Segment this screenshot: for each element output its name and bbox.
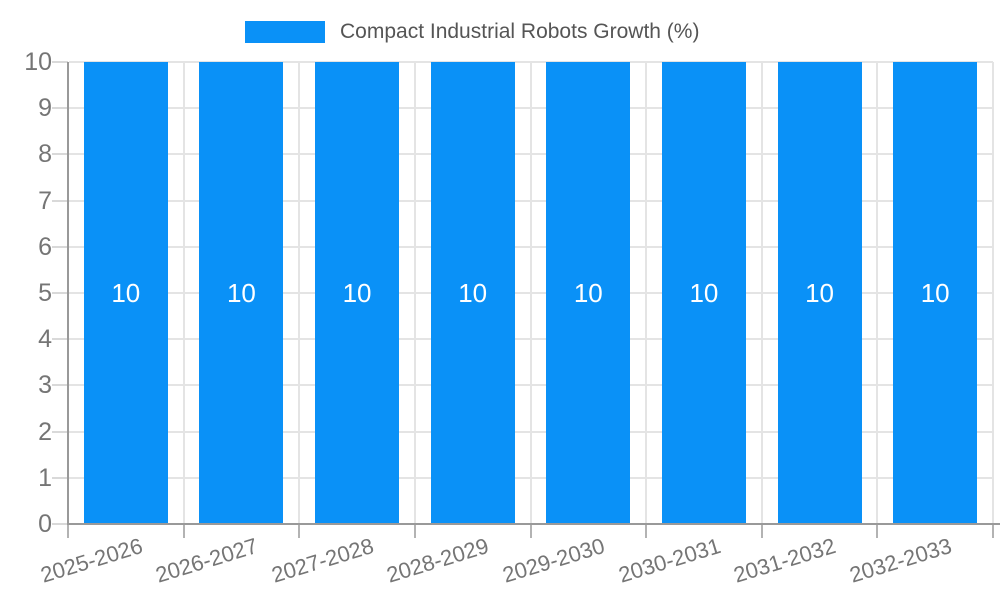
bar-value-label: 10 xyxy=(920,278,950,308)
y-tick-label: 9 xyxy=(38,94,52,123)
x-tick-label: 2027-2028 xyxy=(268,533,377,588)
y-axis-tick xyxy=(52,523,68,525)
v-gridline xyxy=(645,62,648,524)
bar-value-label: 10 xyxy=(689,278,719,308)
y-tick-label: 10 xyxy=(24,48,52,76)
y-axis-tick xyxy=(52,384,68,387)
y-axis-tick xyxy=(52,292,68,294)
legend[interactable]: Compact Industrial Robots Growth (%) xyxy=(245,18,699,46)
v-gridline xyxy=(529,62,532,524)
x-axis-tick xyxy=(645,524,648,538)
y-axis-tick xyxy=(52,199,68,202)
bar[interactable] xyxy=(199,62,284,524)
y-axis-tick xyxy=(52,153,68,156)
y-tick-label: 3 xyxy=(38,371,52,400)
bar[interactable] xyxy=(83,62,168,524)
v-gridline xyxy=(182,62,185,524)
x-axis-tick xyxy=(876,524,879,538)
v-gridline xyxy=(413,62,416,524)
v-gridline xyxy=(298,62,301,524)
bar-value-label: 10 xyxy=(111,278,141,308)
bar[interactable] xyxy=(430,62,515,524)
y-tick-label: 7 xyxy=(38,186,52,215)
x-tick-label: 2032-2033 xyxy=(846,533,955,588)
bar[interactable] xyxy=(546,62,631,524)
v-gridline xyxy=(992,62,994,524)
bar[interactable] xyxy=(777,62,862,524)
v-gridline xyxy=(876,62,879,524)
y-axis-tick xyxy=(52,430,68,433)
bar-value-label: 10 xyxy=(458,278,488,308)
bar-value-label: 10 xyxy=(805,278,835,308)
y-tick-label: 1 xyxy=(38,463,52,492)
bar[interactable] xyxy=(893,62,978,524)
y-axis-tick xyxy=(52,476,68,479)
y-axis-line xyxy=(67,62,69,524)
y-axis-tick xyxy=(52,245,68,248)
legend-label: Compact Industrial Robots Growth (%) xyxy=(340,20,700,43)
x-axis-tick xyxy=(67,524,69,538)
x-axis-tick xyxy=(992,524,994,538)
y-tick-label: 0 xyxy=(38,510,52,538)
y-axis-tick xyxy=(52,338,68,341)
x-axis-tick xyxy=(413,524,416,538)
bar[interactable] xyxy=(661,62,746,524)
x-axis-tick xyxy=(298,524,301,538)
x-tick-label: 2030-2031 xyxy=(615,533,724,588)
x-tick-label: 2025-2026 xyxy=(37,533,146,588)
y-tick-label: 2 xyxy=(38,417,52,446)
x-axis-tick xyxy=(529,524,532,538)
legend-swatch-icon xyxy=(245,21,325,43)
y-tick-label: 8 xyxy=(38,140,52,169)
bar-value-label: 10 xyxy=(226,278,256,308)
bar-value-label: 10 xyxy=(573,278,603,308)
x-axis-line xyxy=(67,523,1000,525)
bar-value-label: 10 xyxy=(342,278,372,308)
x-axis-tick xyxy=(760,524,763,538)
y-axis-tick xyxy=(52,61,68,63)
y-tick-label: 6 xyxy=(38,232,52,261)
x-tick-label: 2028-2029 xyxy=(384,533,492,588)
y-tick-label: 5 xyxy=(38,279,52,307)
x-tick-label: 2031-2032 xyxy=(730,533,839,588)
y-tick-label: 4 xyxy=(38,325,52,354)
y-axis-tick xyxy=(52,107,68,110)
x-axis-tick xyxy=(182,524,185,538)
x-tick-label: 2029-2030 xyxy=(499,533,608,588)
v-gridline xyxy=(760,62,763,524)
x-tick-label: 2026-2027 xyxy=(152,533,261,588)
bar[interactable] xyxy=(315,62,400,524)
